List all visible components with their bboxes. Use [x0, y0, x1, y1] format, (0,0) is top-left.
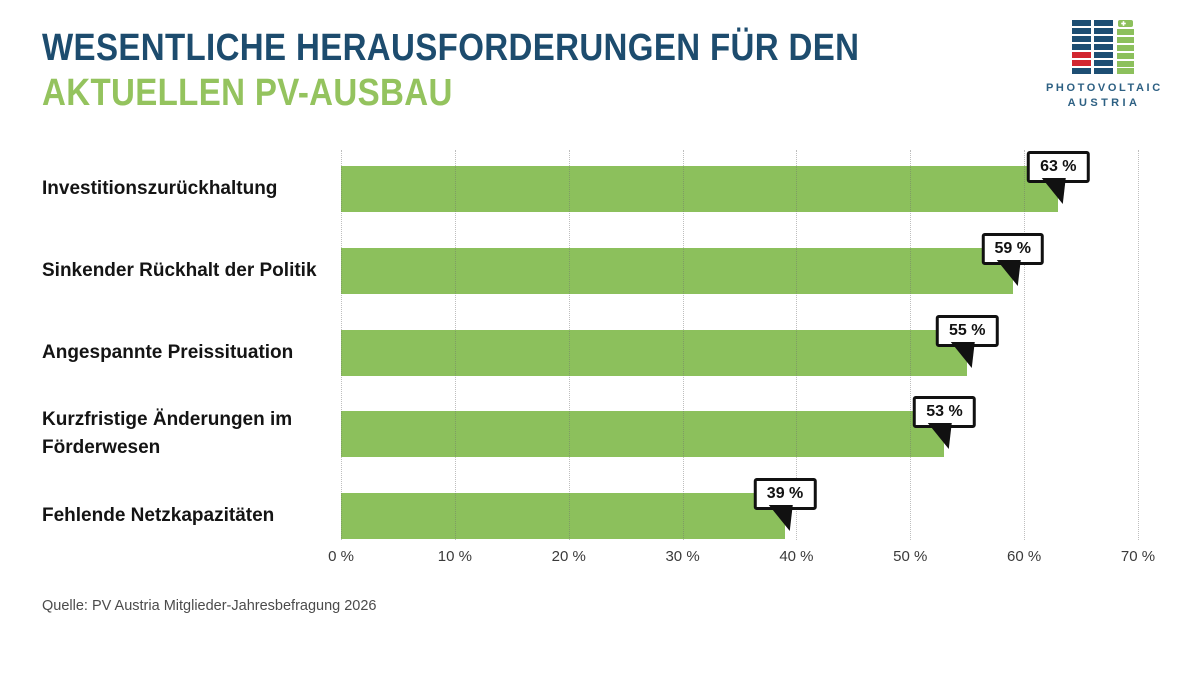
callout-tail-icon [928, 423, 953, 450]
bar-row: 39 % [341, 478, 1138, 540]
value-callout: 53 % [913, 396, 976, 450]
value-callout: 63 % [1027, 151, 1090, 204]
axis-tick-label: 10 % [437, 548, 472, 565]
bar-row: 63 % [341, 151, 1138, 212]
axis-tick-label: 50 % [893, 548, 928, 565]
bar-row: 53 % [341, 396, 1138, 458]
gridline [568, 150, 570, 540]
callout-tail-icon [996, 259, 1021, 286]
gridline [341, 150, 342, 540]
bar-row: 59 % [341, 232, 1138, 294]
gridline [910, 150, 912, 540]
battery-bars-icon [1072, 20, 1134, 74]
plot-area: 0 % 10 % 20 % 30 % 40 % 50 % 60 % 70 % 63 % 59 % 5… [328, 150, 1155, 565]
gridline [454, 150, 456, 540]
callout-tail-icon [950, 341, 975, 368]
category-label: Kurzfristige Änderungen im Förderwesen [42, 409, 293, 459]
value-callout: 55 % [935, 314, 999, 368]
category-label: Sinkender Rückhalt der Politik [42, 259, 317, 281]
axis-tick-label: 30 % [665, 548, 700, 565]
category-label: Investitionszurückhaltung [42, 178, 278, 199]
logo-text-austria: AUSTRIA [1067, 97, 1141, 109]
callout-tail-icon [768, 505, 793, 532]
axis-tick-label: 0 % [328, 548, 354, 565]
category-labels: Investitionszurückhaltung Sinkender Rückh… [42, 150, 338, 540]
value-callout: 59 % [981, 232, 1044, 286]
pv-austria-logo: PHOTOVOLTAIC AUSTRIA [1046, 20, 1162, 109]
category-label: Fehlende Netzkapazitäten [42, 505, 275, 527]
page-title: WESENTLICHE HERAUSFORDERUNGEN FÜR DEN AK… [42, 26, 982, 116]
gridline [682, 150, 684, 540]
bar [341, 329, 968, 376]
bar-row: 55 % [341, 314, 1138, 376]
title-line-2: AKTUELLEN PV-AUSBAU [42, 72, 453, 114]
gridline [1138, 150, 1139, 540]
category-label: Angespannte Preissituation [42, 341, 294, 363]
bar [341, 247, 1013, 294]
gridline [1024, 150, 1026, 540]
value-callout: 39 % [753, 478, 817, 532]
callout-tail-icon [1042, 178, 1067, 204]
gridline [796, 150, 798, 540]
bar [341, 166, 1059, 212]
bar [341, 411, 945, 458]
bar [341, 493, 786, 540]
axis-tick-label: 20 % [551, 548, 586, 565]
axis-tick-label: 40 % [779, 548, 814, 565]
axis-tick-label: 70 % [1120, 548, 1156, 565]
title-line-1: WESENTLICHE HERAUSFORDERUNGEN FÜR DEN [42, 27, 860, 69]
logo-text-photovoltaic: PHOTOVOLTAIC [1046, 82, 1163, 94]
axis-tick-label: 60 % [1007, 548, 1042, 565]
source-note: Quelle: PV Austria Mitglieder-Jahresbefr… [42, 598, 377, 614]
